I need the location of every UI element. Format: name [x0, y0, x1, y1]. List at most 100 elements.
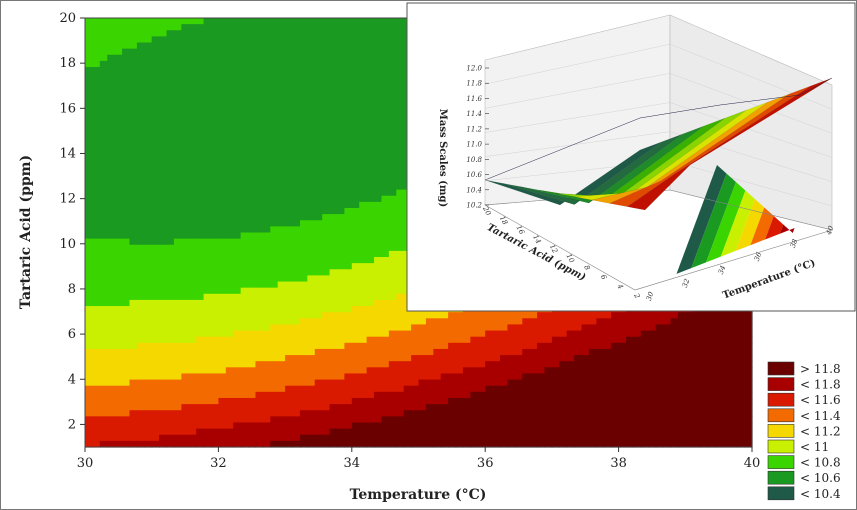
contour-cell	[255, 318, 264, 326]
contour-cell	[344, 226, 353, 234]
contour-cell	[240, 158, 249, 166]
contour-cell	[129, 226, 138, 234]
contour-cell	[144, 116, 153, 123]
contour-cell	[233, 257, 242, 264]
contour-cell	[529, 348, 538, 356]
contour-cell	[196, 165, 205, 172]
contour-cell	[136, 189, 145, 197]
contour-cell	[262, 109, 271, 117]
contour-cell	[159, 30, 168, 37]
contour-cell	[114, 18, 123, 25]
contour-cell	[144, 18, 153, 25]
contour-cell	[210, 324, 219, 332]
contour-cell	[351, 42, 360, 50]
contour-cell	[374, 54, 383, 62]
contour-cell	[277, 134, 286, 142]
contour-cell	[136, 134, 145, 142]
contour-cell	[285, 122, 294, 129]
contour-cell	[336, 189, 345, 197]
contour-cell	[277, 269, 286, 276]
contour-cell	[351, 177, 360, 185]
contour-cell	[173, 293, 182, 301]
contour-cell	[248, 85, 257, 93]
contour-cell	[99, 24, 108, 31]
contour-cell	[85, 165, 94, 172]
contour-cell	[299, 48, 308, 56]
contour-cell	[336, 183, 345, 191]
contour-cell	[188, 293, 197, 301]
contour-cell	[329, 128, 338, 136]
contour-cell	[173, 103, 182, 111]
contour-cell	[366, 122, 375, 129]
contour-cell	[388, 152, 397, 160]
contour-cell	[203, 67, 212, 74]
contour-cell	[225, 116, 234, 123]
contour-cell	[181, 330, 190, 338]
contour-cell	[299, 281, 308, 289]
contour-cell	[292, 189, 301, 197]
contour-cell	[122, 177, 131, 185]
contour-cell	[248, 171, 257, 178]
contour-cell	[285, 226, 294, 234]
contour-cell	[188, 73, 197, 80]
contour-cell	[366, 348, 375, 356]
contour-cell	[166, 201, 175, 209]
contour-cell	[366, 299, 375, 307]
contour-cell	[107, 232, 116, 240]
contour-cell	[240, 238, 249, 246]
contour-cell	[285, 67, 294, 74]
contour-cell	[344, 324, 353, 332]
contour-cell	[351, 60, 360, 68]
contour-cell	[270, 342, 279, 350]
contour-cell	[285, 306, 294, 313]
contour-cell	[277, 140, 286, 148]
contour-cell	[329, 257, 338, 264]
contour-cell	[448, 330, 457, 338]
contour-cell	[144, 67, 153, 74]
contour-cell	[285, 79, 294, 87]
contour-cell	[351, 67, 360, 74]
contour-cell	[166, 195, 175, 203]
contour-cell	[277, 293, 286, 301]
contour-cell	[173, 60, 182, 68]
contour-cell	[299, 103, 308, 111]
contour-cell	[225, 152, 234, 160]
contour-cell	[336, 306, 345, 313]
contour-cell	[248, 48, 257, 56]
contour-cell	[144, 73, 153, 80]
contour-cell	[188, 281, 197, 289]
contour-cell	[396, 355, 405, 362]
contour-cell	[218, 54, 227, 62]
contour-cell	[248, 232, 257, 240]
contour-cell	[366, 97, 375, 105]
contour-cell	[299, 342, 308, 350]
contour-cell	[366, 263, 375, 270]
contour-cell	[314, 257, 323, 264]
contour-cell	[92, 171, 101, 178]
contour-cell	[336, 355, 345, 362]
contour-cell	[292, 30, 301, 37]
contour-cell	[159, 18, 168, 25]
contour-cell	[314, 220, 323, 227]
contour-cell	[173, 355, 182, 362]
contour-cell	[188, 60, 197, 68]
contour-cell	[388, 42, 397, 50]
contour-cell	[299, 30, 308, 37]
contour-cell	[210, 281, 219, 289]
contour-cell	[299, 134, 308, 142]
contour-cell	[107, 263, 116, 270]
contour-cell	[566, 342, 575, 350]
contour-cell	[677, 348, 686, 356]
contour-cell	[374, 201, 383, 209]
contour-cell	[92, 30, 101, 37]
contour-cell	[218, 18, 227, 25]
contour-cell	[299, 54, 308, 62]
contour-cell	[366, 244, 375, 252]
contour-cell	[144, 257, 153, 264]
contour-cell	[173, 324, 182, 332]
contour-cell	[270, 250, 279, 258]
contour-cell	[633, 324, 642, 332]
contour-cell	[151, 158, 160, 166]
contour-cell	[233, 91, 242, 99]
contour-cell	[151, 275, 160, 283]
